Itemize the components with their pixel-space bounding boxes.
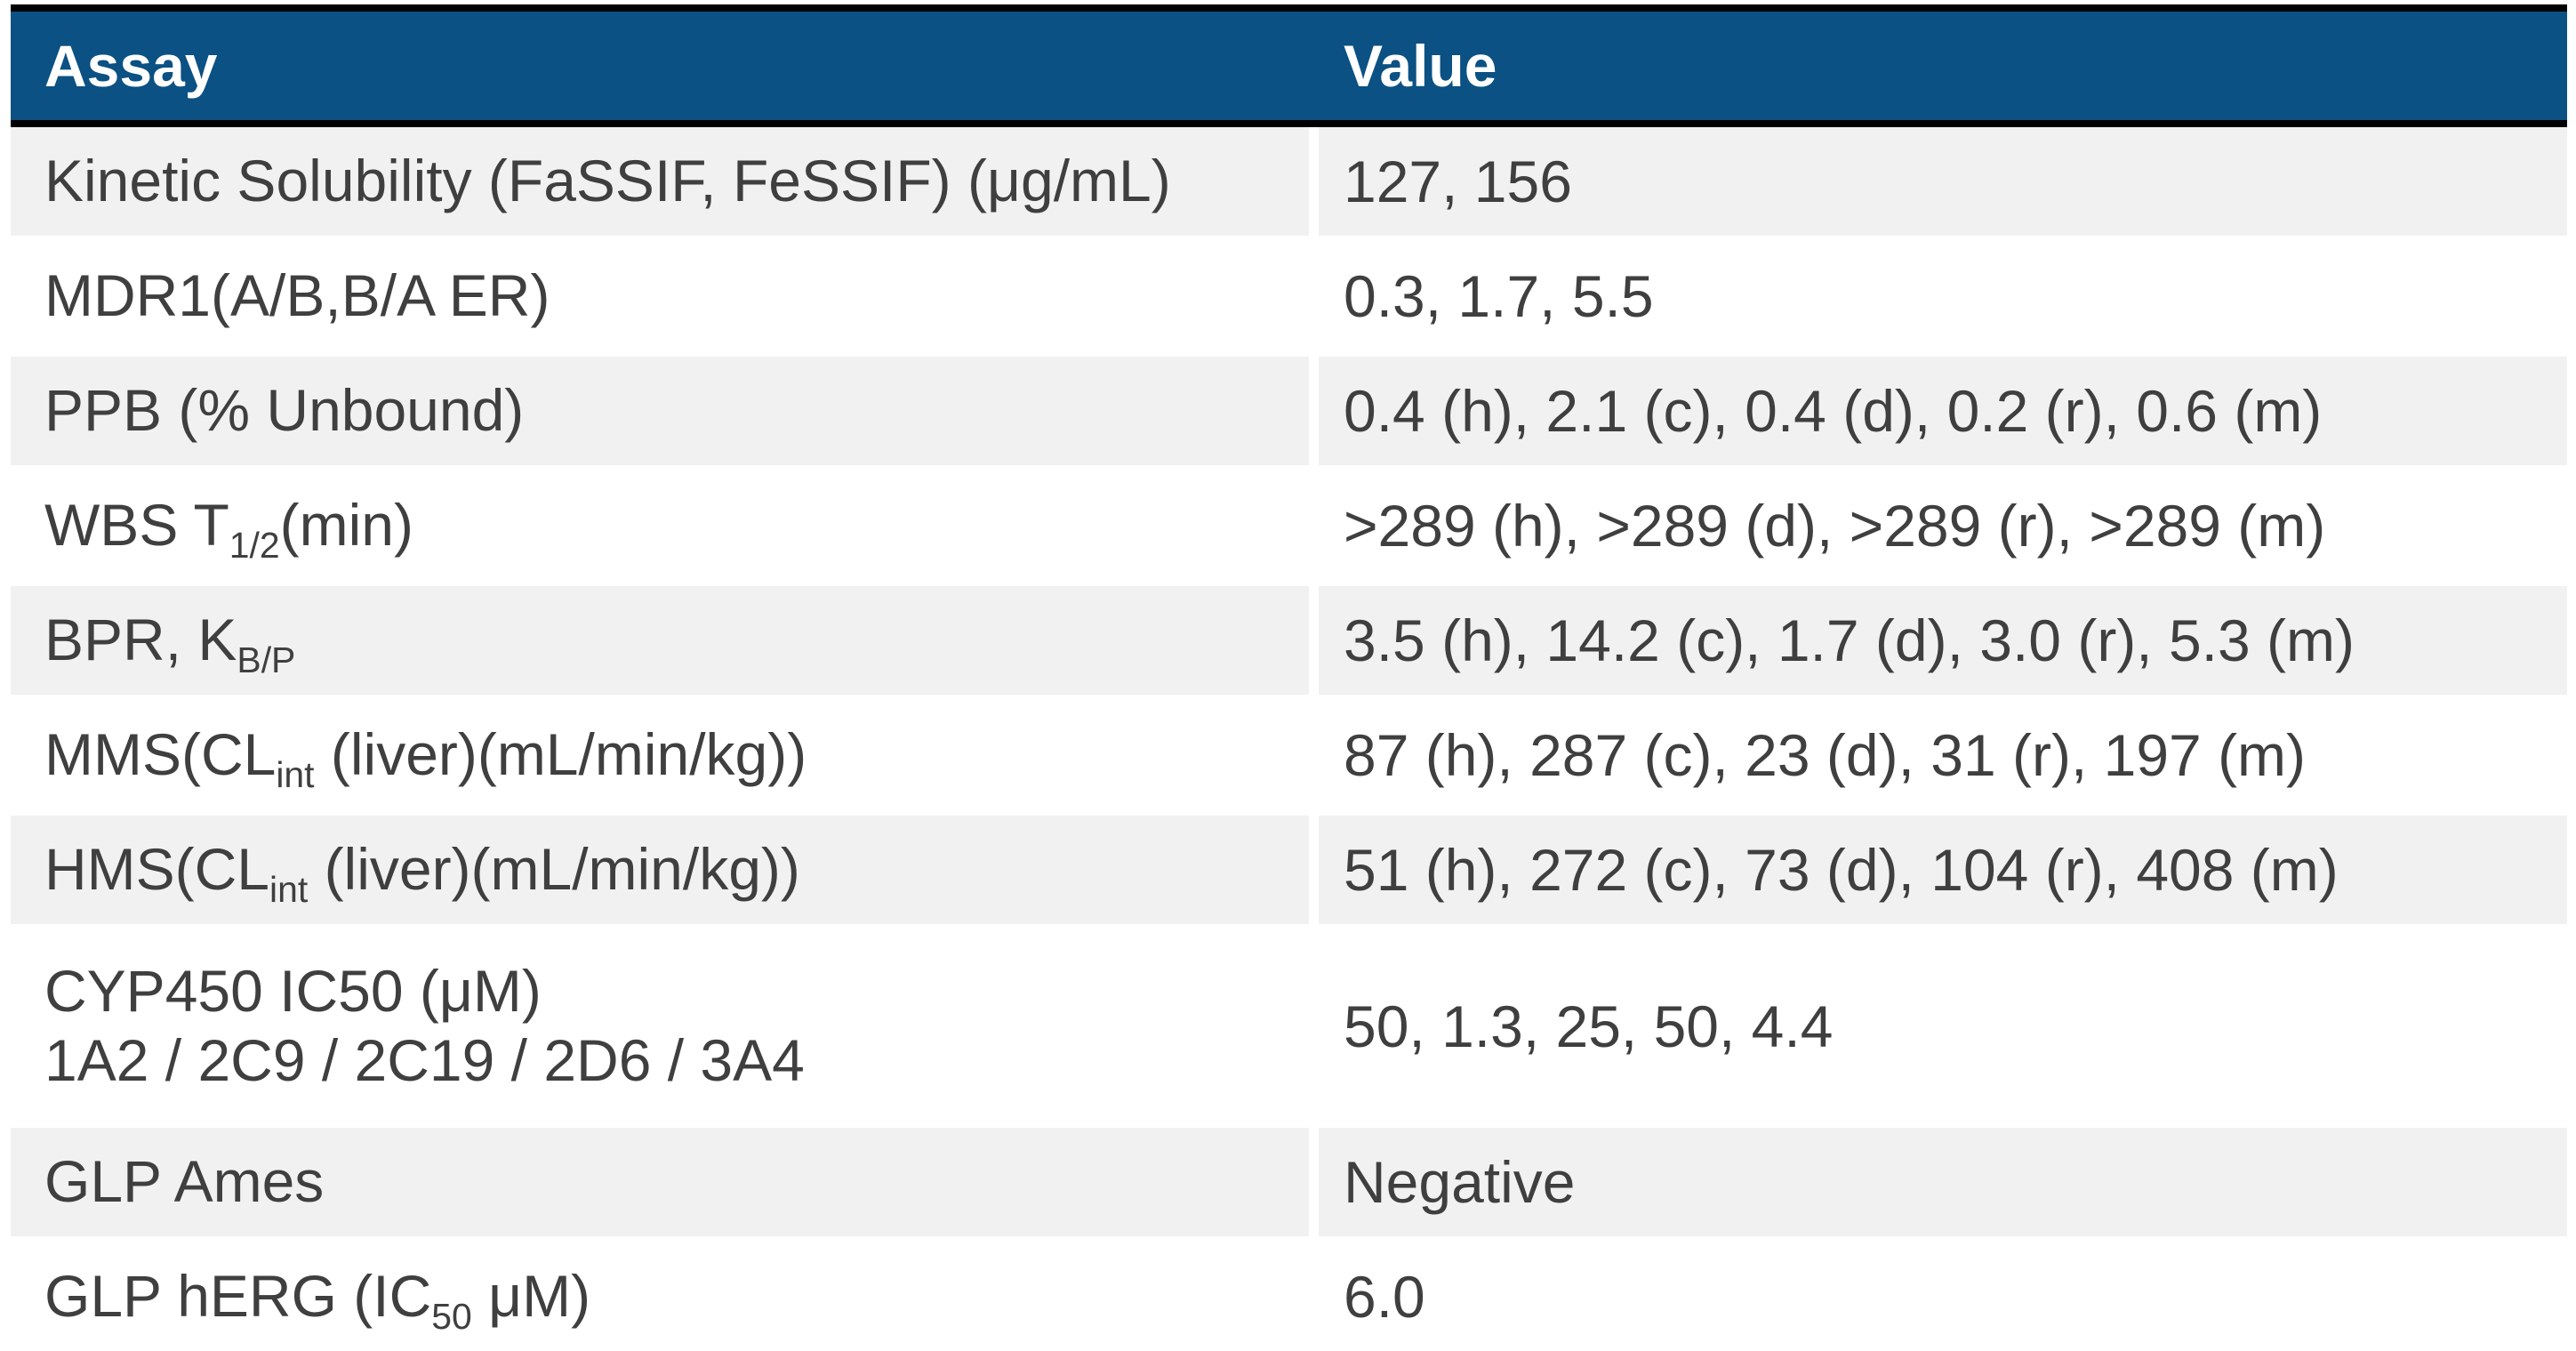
assay-cell: WBS T1/2(min) xyxy=(44,492,413,567)
table-row: MDR1(A/B,B/A ER) 0.3, 1.7, 5.5 xyxy=(11,242,2567,350)
value-cell: 6.0 xyxy=(1344,1264,1425,1330)
assay-cell: GLP hERG (IC50 μM) xyxy=(44,1263,591,1338)
assay-cell: MDR1(A/B,B/A ER) xyxy=(44,262,550,329)
assay-cell: PPB (% Unbound) xyxy=(11,357,1309,465)
assay-cell: HMS(CLint (liver)(mL/min/kg)) xyxy=(11,816,1309,924)
table-row: GLP hERG (IC50 μM) 6.0 xyxy=(11,1242,2567,1351)
column-header-value: Value xyxy=(1344,33,1497,99)
assay-results-table: Assay Value Kinetic Solubility (FaSSIF, … xyxy=(11,4,2567,1351)
table-row: MMS(CLint (liver)(mL/min/kg)) 87 (h), 287… xyxy=(11,701,2567,809)
table-header-row: Assay Value xyxy=(11,4,2567,127)
assay-cell: BPR, KB/P xyxy=(11,586,1309,695)
assay-cell: CYP450 IC50 (μM) 1A2 / 2C9 / 2C19 / 2D6 /… xyxy=(44,957,805,1093)
value-cell: 51 (h), 272 (c), 73 (d), 104 (r), 408 (m… xyxy=(1319,816,2567,924)
value-cell: 127, 156 xyxy=(1319,127,2567,236)
value-cell: 50, 1.3, 25, 50, 4.4 xyxy=(1344,993,1834,1059)
value-cell: 3.5 (h), 14.2 (c), 1.7 (d), 3.0 (r), 5.3… xyxy=(1319,586,2567,695)
value-cell: 0.4 (h), 2.1 (c), 0.4 (d), 0.2 (r), 0.6 … xyxy=(1319,357,2567,465)
table-row: Kinetic Solubility (FaSSIF, FeSSIF) (μg/… xyxy=(11,127,2567,236)
table-row: CYP450 IC50 (μM) 1A2 / 2C9 / 2C19 / 2D6 /… xyxy=(11,930,2567,1122)
assay-cell: GLP Ames xyxy=(11,1128,1309,1236)
table-row: PPB (% Unbound) 0.4 (h), 2.1 (c), 0.4 (d)… xyxy=(11,357,2567,465)
table-row: HMS(CLint (liver)(mL/min/kg)) 51 (h), 272… xyxy=(11,816,2567,924)
value-cell: >289 (h), >289 (d), >289 (r), >289 (m) xyxy=(1344,493,2326,559)
value-cell: Negative xyxy=(1319,1128,2567,1236)
column-header-assay: Assay xyxy=(44,33,218,99)
value-cell: 0.3, 1.7, 5.5 xyxy=(1344,263,1654,329)
assay-cell: MMS(CLint (liver)(mL/min/kg)) xyxy=(44,721,807,796)
value-cell: 87 (h), 287 (c), 23 (d), 31 (r), 197 (m) xyxy=(1344,722,2307,788)
table-body: Kinetic Solubility (FaSSIF, FeSSIF) (μg/… xyxy=(11,127,2567,1351)
table-row: WBS T1/2(min) >289 (h), >289 (d), >289 (r… xyxy=(11,471,2567,580)
table-row: BPR, KB/P 3.5 (h), 14.2 (c), 1.7 (d), 3.0… xyxy=(11,586,2567,695)
table-row: GLP Ames Negative xyxy=(11,1128,2567,1236)
assay-cell: Kinetic Solubility (FaSSIF, FeSSIF) (μg/… xyxy=(11,127,1309,236)
